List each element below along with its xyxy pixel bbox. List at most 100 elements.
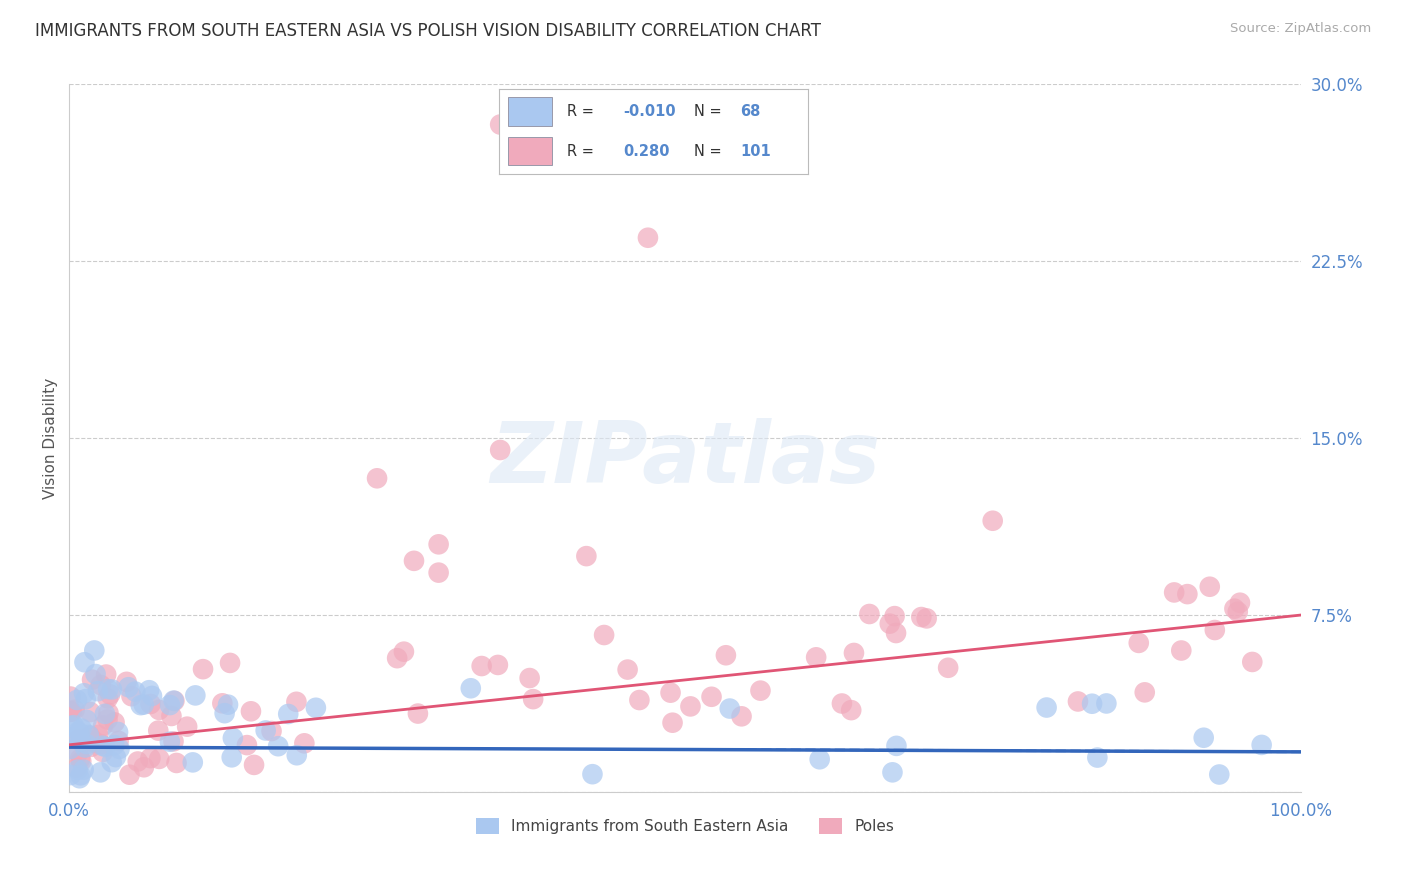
Point (84, 667, 107, 681)
Point (159, 735, 181, 749)
Text: 0.280: 0.280 (623, 144, 669, 159)
Point (129, 698, 152, 713)
Point (139, 697, 162, 711)
Point (98, 687, 121, 701)
Text: N =: N = (695, 144, 727, 159)
Point (392, 645, 415, 659)
Point (90, 678, 112, 692)
Point (83, 643, 105, 657)
Point (77, 728, 100, 742)
Point (749, 683, 772, 698)
Point (471, 659, 494, 673)
Point (285, 695, 308, 709)
Point (118, 767, 141, 781)
Point (76, 713, 98, 727)
Point (522, 692, 544, 706)
Point (1177, 587, 1199, 601)
Point (1229, 596, 1251, 610)
Point (79, 729, 101, 743)
Point (700, 690, 723, 704)
Point (191, 662, 214, 676)
Point (75, 692, 97, 706)
Point (83, 736, 105, 750)
Point (915, 611, 938, 625)
Text: IMMIGRANTS FROM SOUTH EASTERN ASIA VS POLISH VISION DISABILITY CORRELATION CHART: IMMIGRANTS FROM SOUTH EASTERN ASIA VS PO… (35, 22, 821, 40)
Point (981, 514, 1004, 528)
Point (89, 765, 111, 780)
Point (260, 724, 283, 739)
Point (1035, 700, 1057, 714)
Point (1095, 697, 1118, 711)
Point (115, 674, 138, 689)
Point (267, 739, 290, 754)
Point (127, 755, 149, 769)
Point (489, 118, 512, 132)
Y-axis label: Vision Disability: Vision Disability (44, 377, 58, 499)
Point (76, 737, 98, 751)
Point (124, 684, 146, 698)
Point (166, 756, 188, 770)
Point (94, 706, 117, 721)
Point (79, 705, 101, 719)
Point (103, 738, 125, 752)
Point (879, 616, 901, 631)
Point (486, 657, 509, 672)
Point (730, 709, 752, 723)
Point (385, 651, 408, 665)
Point (460, 681, 482, 696)
FancyBboxPatch shape (509, 136, 551, 165)
Point (427, 537, 450, 551)
Point (406, 706, 429, 721)
Point (96, 667, 118, 681)
Point (176, 720, 198, 734)
Point (1250, 738, 1272, 752)
Point (66, 693, 89, 707)
Point (59, 705, 82, 719)
Point (83, 733, 105, 747)
Point (121, 689, 143, 703)
Point (858, 607, 880, 621)
Point (236, 738, 259, 752)
Point (59, 704, 82, 718)
Point (575, 549, 598, 563)
Point (97, 682, 120, 697)
Point (160, 709, 183, 723)
Point (1170, 643, 1192, 657)
Point (66, 761, 89, 775)
Point (679, 699, 702, 714)
Point (637, 231, 659, 245)
Point (214, 706, 236, 721)
Point (132, 698, 155, 712)
Point (519, 671, 541, 685)
Point (100, 755, 122, 769)
Point (184, 689, 207, 703)
Point (366, 471, 388, 485)
Point (489, 442, 512, 457)
Point (148, 723, 170, 738)
Text: ZIPatlas: ZIPatlas (489, 418, 880, 501)
Point (69, 726, 91, 740)
Point (72, 763, 94, 777)
Point (616, 663, 638, 677)
Point (117, 680, 139, 694)
Point (159, 698, 181, 712)
Point (1163, 585, 1185, 599)
Text: R =: R = (567, 103, 599, 119)
Point (910, 610, 932, 624)
Point (87, 728, 110, 742)
Point (254, 723, 277, 738)
Point (60, 705, 83, 719)
Point (831, 697, 853, 711)
Point (593, 628, 616, 642)
Text: N =: N = (695, 103, 727, 119)
Point (1067, 694, 1090, 708)
Point (108, 742, 131, 756)
Point (97, 706, 120, 720)
Point (73, 655, 96, 669)
Point (1128, 636, 1150, 650)
Point (661, 715, 683, 730)
Point (67, 724, 90, 739)
Point (148, 703, 170, 717)
Point (141, 689, 163, 703)
Point (882, 765, 904, 780)
